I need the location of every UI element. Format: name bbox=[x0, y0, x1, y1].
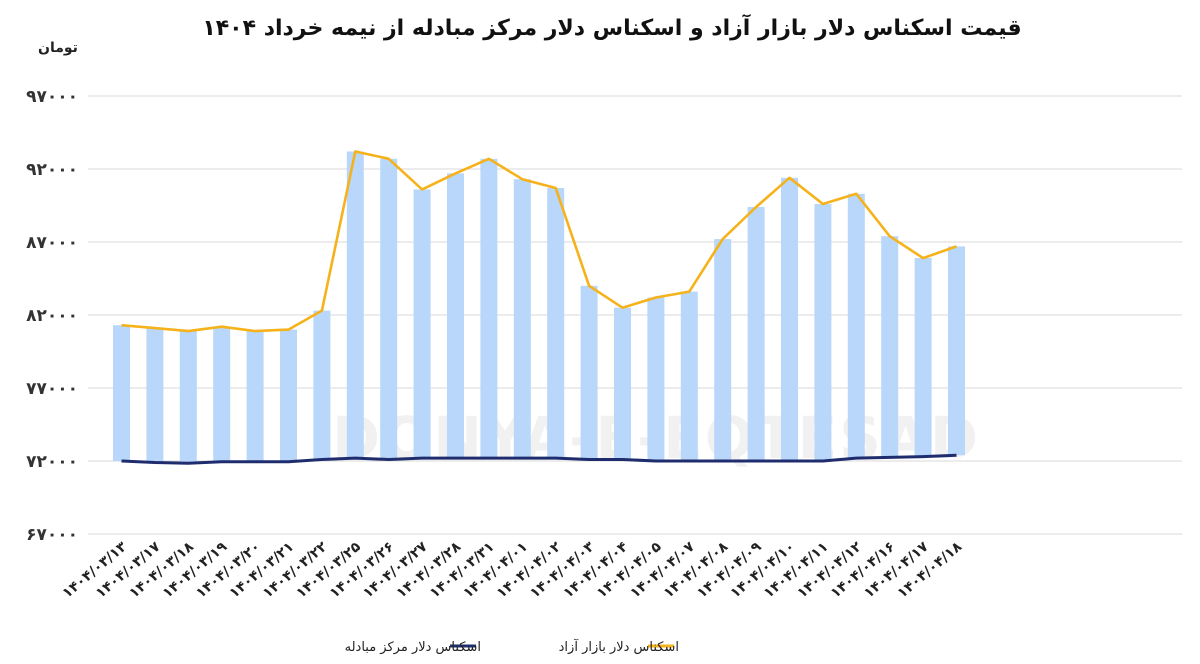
bar-free-market bbox=[914, 258, 932, 457]
bar-free-market bbox=[580, 285, 598, 460]
y-tick-label: ۷۷۰۰۰ bbox=[26, 379, 78, 399]
y-axis-unit: تومان bbox=[38, 40, 78, 56]
bar-free-market bbox=[513, 179, 531, 459]
bar-free-market bbox=[113, 325, 130, 461]
bar-free-market bbox=[146, 328, 164, 463]
bar-free-market bbox=[680, 291, 698, 461]
bar-free-market bbox=[547, 187, 565, 459]
bar-free-market bbox=[647, 297, 665, 461]
bar-free-market bbox=[480, 158, 498, 459]
bar-free-market bbox=[814, 204, 832, 462]
bar-free-market bbox=[747, 206, 765, 461]
bars bbox=[113, 151, 965, 464]
bar-free-market bbox=[447, 173, 464, 459]
chart-title: قیمت اسکناس دلار بازار آزاد و اسکناس دلا… bbox=[202, 13, 1021, 41]
bar-free-market bbox=[346, 151, 364, 459]
legend-label-free: اسکناس دلار بازار آزاد bbox=[559, 638, 679, 655]
bar-free-market bbox=[614, 307, 631, 460]
line-free-market bbox=[121, 150, 957, 333]
y-tick-label: ۸۲۰۰۰ bbox=[26, 306, 78, 326]
legend: اسکناس دلار مرکز مبادله اسکناس دلار بازا… bbox=[345, 638, 679, 655]
bar-free-market bbox=[881, 236, 899, 458]
y-tick-label: ۶۷۰۰۰ bbox=[26, 525, 78, 545]
bar-free-market bbox=[380, 158, 398, 460]
y-tick-label: ۷۲۰۰۰ bbox=[26, 452, 78, 472]
bar-free-market bbox=[280, 329, 297, 462]
y-axis-ticks: ۶۷۰۰۰ ۷۲۰۰۰ ۷۷۰۰۰ ۸۲۰۰۰ ۸۷۰۰۰ ۹۲۰۰۰ ۹۷۰۰۰ bbox=[26, 87, 78, 545]
bar-free-market bbox=[714, 239, 732, 461]
y-tick-label: ۹۲۰۰۰ bbox=[26, 160, 78, 180]
bar-free-market bbox=[246, 331, 264, 462]
bar-free-market bbox=[847, 193, 865, 459]
line-official-exchange bbox=[121, 453, 957, 465]
bar-free-market bbox=[948, 246, 965, 456]
series-lines bbox=[121, 150, 957, 465]
x-axis-ticks: ۱۴۰۴/۰۳/۱۳۱۴۰۴/۰۳/۱۷۱۴۰۴/۰۳/۱۸۱۴۰۴/۰۳/۱۹… bbox=[60, 539, 966, 602]
legend-label-official: اسکناس دلار مرکز مبادله bbox=[345, 640, 481, 655]
bar-free-market bbox=[213, 326, 231, 462]
y-tick-label: ۹۷۰۰۰ bbox=[26, 87, 78, 107]
bar-free-market bbox=[781, 177, 798, 461]
bar-free-market bbox=[313, 310, 331, 460]
y-tick-label: ۸۷۰۰۰ bbox=[26, 233, 78, 253]
bar-free-market bbox=[179, 331, 197, 464]
bar-free-market bbox=[413, 189, 431, 459]
